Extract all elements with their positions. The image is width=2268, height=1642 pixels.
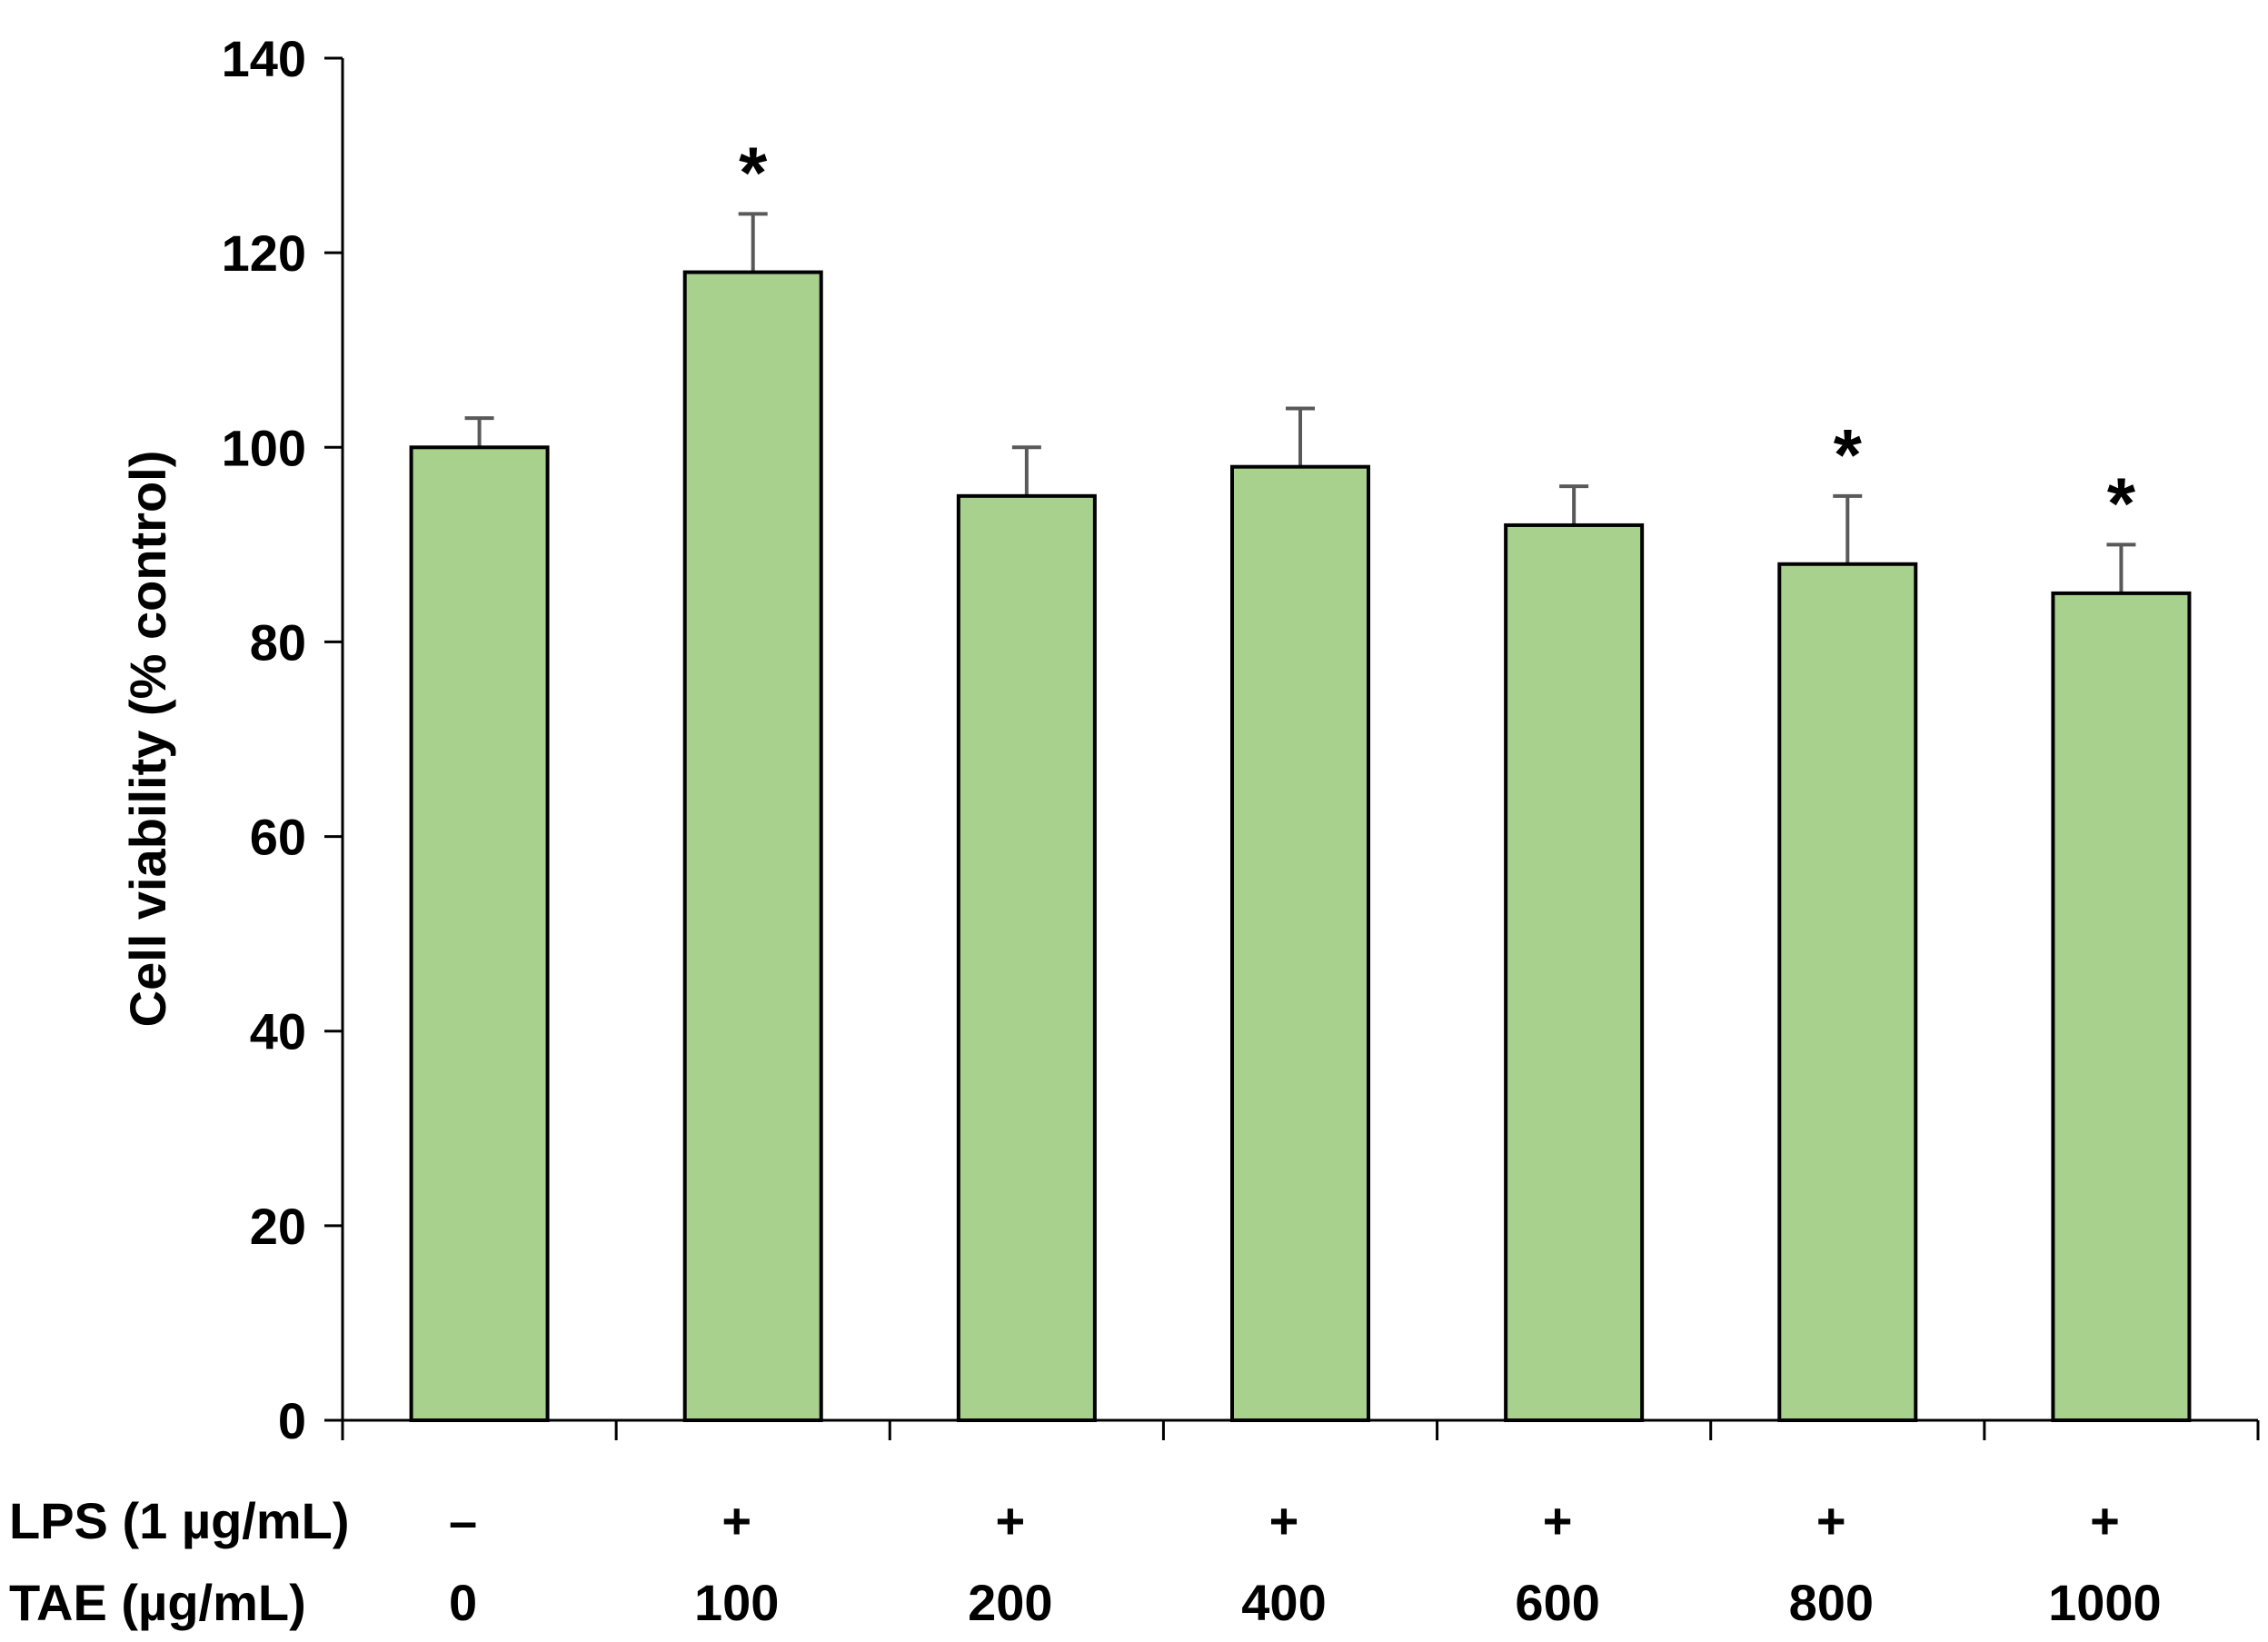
y-axis-title: Cell viability (% control) bbox=[119, 451, 176, 1028]
x-tick-label-lps: + bbox=[721, 1492, 751, 1549]
bar bbox=[1504, 522, 1645, 1422]
bar bbox=[1230, 464, 1370, 1423]
row-label-lps: LPS (1 µg/mL) bbox=[9, 1492, 350, 1549]
y-tick-label: 60 bbox=[250, 809, 306, 866]
bar bbox=[2051, 591, 2192, 1422]
x-tick-label-tae: 0 bbox=[449, 1574, 477, 1631]
significance-mark: * bbox=[1834, 414, 1863, 495]
x-tick-label-tae: 600 bbox=[1515, 1574, 1599, 1631]
y-tick-label: 20 bbox=[250, 1198, 306, 1255]
x-tick-label-lps: + bbox=[1269, 1492, 1299, 1549]
x-tick-label-tae: 400 bbox=[1241, 1574, 1326, 1631]
x-tick-label-tae: 100 bbox=[694, 1574, 779, 1631]
x-tick-label-lps: – bbox=[449, 1492, 477, 1549]
y-tick-label: 140 bbox=[222, 30, 306, 87]
x-tick-label-lps: + bbox=[2090, 1492, 2120, 1549]
y-tick-label: 80 bbox=[250, 613, 306, 671]
row-label-tae: TAE (µg/mL) bbox=[9, 1574, 306, 1631]
y-tick-label: 0 bbox=[278, 1392, 306, 1449]
x-tick-label-lps: + bbox=[996, 1492, 1026, 1549]
significance-mark: * bbox=[739, 132, 768, 213]
bar bbox=[1777, 562, 1918, 1422]
x-tick-label-tae: 1000 bbox=[2048, 1574, 2162, 1631]
significance-mark: * bbox=[2107, 463, 2136, 543]
x-tick-label-tae: 200 bbox=[968, 1574, 1052, 1631]
bar bbox=[956, 493, 1097, 1422]
x-tick-label-tae: 800 bbox=[1789, 1574, 1874, 1631]
bar bbox=[682, 270, 823, 1422]
bar bbox=[409, 445, 550, 1422]
y-tick-label: 120 bbox=[222, 224, 306, 282]
x-tick-label-lps: + bbox=[1816, 1492, 1846, 1549]
x-tick-label-lps: + bbox=[1543, 1492, 1573, 1549]
y-tick-label: 100 bbox=[222, 419, 306, 476]
y-tick-label: 40 bbox=[250, 1003, 306, 1060]
